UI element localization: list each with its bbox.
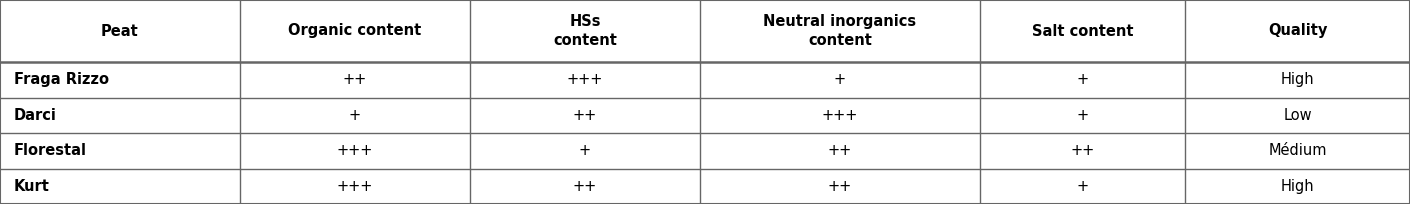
Text: High: High bbox=[1280, 179, 1314, 194]
Text: +++: +++ bbox=[567, 72, 603, 87]
Text: Neutral inorganics
content: Neutral inorganics content bbox=[763, 14, 916, 48]
Text: ++: ++ bbox=[828, 143, 852, 158]
Text: ++: ++ bbox=[572, 179, 596, 194]
Text: ++: ++ bbox=[828, 179, 852, 194]
Text: +++: +++ bbox=[337, 143, 374, 158]
Text: Kurt: Kurt bbox=[14, 179, 49, 194]
Text: Darci: Darci bbox=[14, 108, 56, 123]
Text: High: High bbox=[1280, 72, 1314, 87]
Text: Salt content: Salt content bbox=[1032, 23, 1134, 39]
Text: Fraga Rizzo: Fraga Rizzo bbox=[14, 72, 109, 87]
Text: Organic content: Organic content bbox=[289, 23, 422, 39]
Text: HSs
content: HSs content bbox=[553, 14, 618, 48]
Text: Low: Low bbox=[1283, 108, 1311, 123]
Text: ++: ++ bbox=[572, 108, 596, 123]
Text: +++: +++ bbox=[822, 108, 859, 123]
Text: Florestal: Florestal bbox=[14, 143, 87, 158]
Text: +: + bbox=[1076, 108, 1089, 123]
Text: ++: ++ bbox=[1070, 143, 1094, 158]
Text: Quality: Quality bbox=[1268, 23, 1327, 39]
Text: ++: ++ bbox=[343, 72, 367, 87]
Text: +: + bbox=[1076, 72, 1089, 87]
Text: +: + bbox=[1076, 179, 1089, 194]
Text: +++: +++ bbox=[337, 179, 374, 194]
Text: +: + bbox=[348, 108, 361, 123]
Text: Médium: Médium bbox=[1268, 143, 1327, 158]
Text: +: + bbox=[833, 72, 846, 87]
Text: +: + bbox=[580, 143, 591, 158]
Text: Peat: Peat bbox=[102, 23, 138, 39]
